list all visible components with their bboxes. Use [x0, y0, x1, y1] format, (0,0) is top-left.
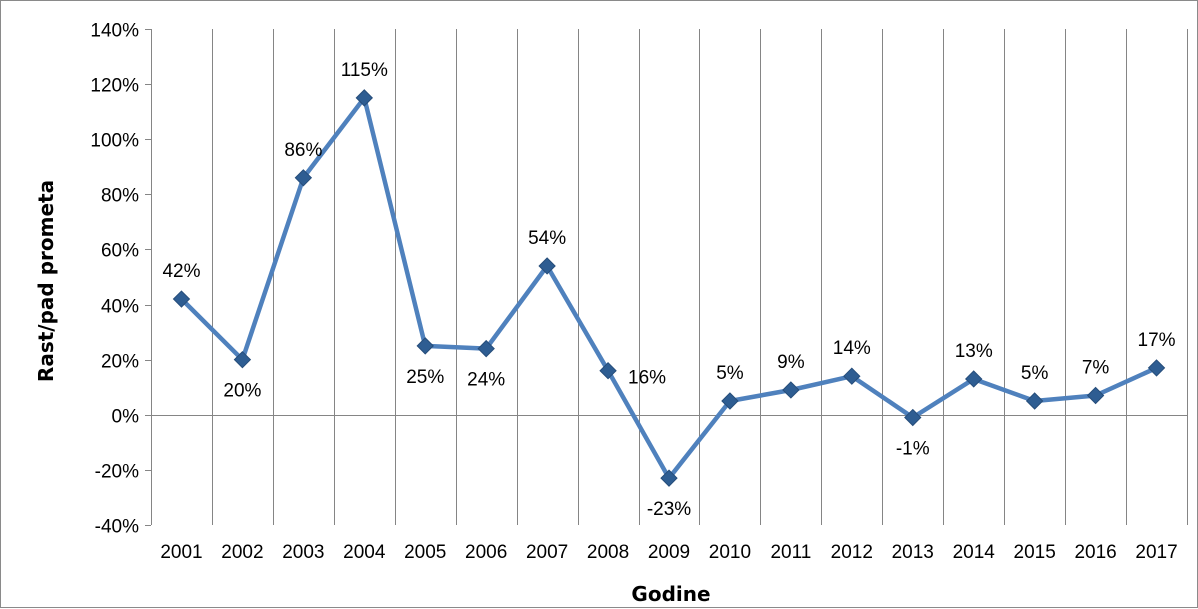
data-point-marker [1025, 392, 1044, 410]
data-point-marker [416, 337, 434, 355]
y-tick-label: 20% [101, 352, 139, 373]
y-tick-label: 60% [101, 241, 139, 262]
data-point-marker [477, 339, 495, 358]
data-point-marker [355, 89, 374, 107]
x-tick-label: 2008 [587, 542, 629, 563]
data-point-marker [172, 290, 191, 308]
y-tick-label: 120% [90, 76, 139, 97]
data-label: 5% [1021, 363, 1049, 384]
x-tick-label: 2015 [1014, 542, 1056, 563]
x-tick-label: 2014 [953, 542, 996, 563]
x-tick-label: 2011 [770, 542, 811, 563]
data-label: -23% [647, 499, 691, 520]
x-tick-label: 2007 [526, 542, 568, 563]
y-tick-label: -40% [95, 517, 139, 538]
x-tick-label: 2005 [404, 542, 446, 563]
data-label: 16% [628, 368, 666, 389]
x-tick-label: 2010 [709, 542, 751, 563]
data-label: -1% [896, 439, 930, 460]
y-tick-label: 0% [112, 407, 140, 428]
data-point-marker [233, 350, 252, 369]
series-line [179, 95, 1159, 481]
data-point-marker [904, 408, 922, 427]
y-tick-label: 80% [101, 186, 139, 207]
x-tick-label: 2003 [282, 542, 324, 563]
x-tick-label: 2002 [221, 542, 263, 563]
data-label: 17% [1138, 330, 1176, 351]
data-point-marker [843, 367, 861, 385]
y-tick-label: -20% [95, 462, 139, 483]
data-label: 7% [1082, 357, 1110, 378]
data-point-marker [964, 370, 983, 388]
data-point-marker [660, 469, 678, 487]
x-tick-label: 2006 [465, 542, 507, 563]
x-tick-label: 2013 [892, 542, 934, 563]
data-label: 13% [955, 341, 993, 362]
series-layer [172, 89, 1166, 487]
data-label: 86% [284, 140, 322, 161]
y-axis-title: Rast/pad prometa [34, 180, 58, 382]
data-label: 42% [162, 261, 200, 282]
x-tick-label: 2017 [1135, 542, 1177, 563]
label-layer: 42% 20% 86% 115% 25% 24% 54% 16% -23% 5% 9% 14% -1% 1… [162, 60, 1175, 520]
y-tick-label: 100% [90, 131, 139, 152]
axis-layer: -40% -20% 0% 20% 40% 60% 80% 100% 120% 140% 2001 20… [90, 21, 1187, 563]
x-tick-label: 2012 [831, 542, 873, 563]
data-label: 25% [406, 367, 444, 388]
x-tick-label: 2016 [1074, 542, 1116, 563]
data-point-marker [599, 361, 617, 380]
data-point-marker [1086, 386, 1105, 405]
x-axis-title: Godine [631, 582, 710, 606]
data-label: 5% [716, 363, 744, 384]
x-tick-label: 2004 [343, 542, 386, 563]
data-label: 54% [528, 228, 566, 249]
data-point-marker [294, 169, 313, 187]
x-tick-label: 2001 [160, 542, 202, 563]
y-tick-label: 140% [90, 21, 139, 42]
data-label: 20% [223, 381, 261, 402]
grid-layer [151, 29, 1188, 525]
data-label: 9% [777, 352, 805, 373]
data-point-marker [782, 381, 800, 399]
data-point-marker [1147, 359, 1166, 377]
x-tick-label: 2009 [648, 542, 690, 563]
data-point-marker [538, 257, 556, 275]
data-label: 14% [833, 338, 871, 359]
data-point-marker [721, 392, 739, 410]
data-label: 24% [467, 370, 505, 391]
data-label: 115% [341, 60, 388, 81]
y-tick-label: 40% [101, 297, 139, 318]
